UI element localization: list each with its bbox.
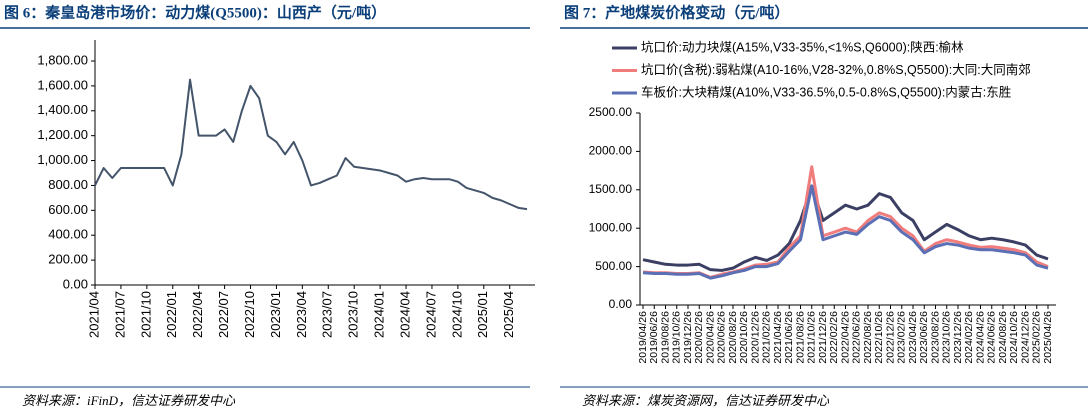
series-line <box>94 78 528 211</box>
x-tick-label: 2023/04/26 <box>907 311 919 364</box>
x-tick-label: 2020/04/26 <box>704 311 716 364</box>
y-tick-label: 2000.00 <box>589 144 633 158</box>
chart-title: 图 6：秦皇岛港市场价：动力煤(Q5500)：山西产（元/吨） <box>4 3 386 21</box>
x-tick-label: 2022/06/26 <box>851 311 863 364</box>
x-tick-label: 2022/07 <box>216 291 231 338</box>
x-tick-label: 2024/10/26 <box>1008 311 1020 364</box>
y-tick-label: 1500.00 <box>589 182 633 196</box>
y-tick-label: 1,200.00 <box>37 127 88 142</box>
x-tick-label: 2020/06/26 <box>716 311 728 364</box>
source: 资料来源：iFinD，信达证券研发中心 <box>22 393 236 408</box>
series-line <box>642 184 1049 280</box>
x-tick-label: 2023/06/26 <box>918 311 930 364</box>
x-tick-label: 2025/04/26 <box>1042 311 1054 364</box>
x-tick-label: 2021/04/26 <box>772 311 784 364</box>
x-tick-label: 2019/08/26 <box>659 311 671 364</box>
x-tick-label: 2021/04 <box>86 291 101 338</box>
x-tick-label: 2020/12/26 <box>749 311 761 364</box>
y-tick-label: 1000.00 <box>589 220 633 234</box>
y-tick-label: 1,800.00 <box>37 52 88 67</box>
y-tick-label: 0.00 <box>63 276 88 291</box>
y-tick-label: 500.00 <box>595 259 632 273</box>
x-tick-label: 2023/07 <box>320 291 335 338</box>
x-tick-label: 2022/12/26 <box>884 311 896 364</box>
x-tick-label: 2024/10 <box>449 291 464 338</box>
x-tick-label: 2025/02/26 <box>1031 311 1043 364</box>
x-tick-label: 2022/04/26 <box>839 311 851 364</box>
x-tick-label: 2024/08/26 <box>997 311 1009 364</box>
x-tick-label: 2024/04/26 <box>974 311 986 364</box>
y-tick-label: 2500.00 <box>589 105 633 119</box>
x-tick-label: 2023/12/26 <box>952 311 964 364</box>
x-tick-label: 2024/02/26 <box>963 311 975 364</box>
chart-title: 图 7：产地煤炭价格变动（元/吨） <box>564 3 789 21</box>
source: 资料来源：煤炭资源网，信达证券研发中心 <box>582 393 830 408</box>
x-tick-label: 2022/08/26 <box>862 311 874 364</box>
series-line <box>642 184 1049 272</box>
x-tick-label: 2022/02/26 <box>828 311 840 364</box>
x-tick-label: 2020/10/26 <box>738 311 750 364</box>
y-tick-label: 1,400.00 <box>37 102 88 117</box>
y-tick-label: 0.00 <box>609 297 633 311</box>
y-tick-label: 800.00 <box>48 177 88 192</box>
x-tick-label: 2021/08/26 <box>794 311 806 364</box>
legend-label: 坑口价(含税):弱粘煤(A10-16%,V28-32%,0.8%S,Q5500)… <box>641 62 1031 77</box>
x-tick-label: 2020/08/26 <box>727 311 739 364</box>
legend-label: 车板价:大块精煤(A10%,V33-36.5%,0.5-0.8%S,Q5500)… <box>641 84 1011 99</box>
x-tick-label: 2019/04/26 <box>637 311 649 364</box>
y-tick-label: 200.00 <box>48 252 88 267</box>
x-tick-label: 2020/02/26 <box>693 311 705 364</box>
x-tick-label: 2024/12/26 <box>1019 311 1031 364</box>
x-tick-label: 2022/04 <box>190 291 205 338</box>
x-tick-label: 2025/04 <box>501 291 516 338</box>
x-tick-label: 2022/10 <box>242 291 257 338</box>
legend-label: 坑口价:动力块煤(A15%,V33-35%,<1%S,Q6000):陕西:榆林 <box>641 39 964 54</box>
x-tick-label: 2019/06/26 <box>648 311 660 364</box>
x-tick-label: 2024/01 <box>372 291 387 338</box>
x-tick-label: 2024/07 <box>423 291 438 338</box>
y-tick-label: 1,600.00 <box>37 77 88 92</box>
x-tick-label: 2022/01 <box>164 291 179 338</box>
x-tick-label: 2023/10 <box>346 291 361 338</box>
x-tick-label: 2023/10/26 <box>941 311 953 364</box>
x-tick-label: 2022/10/26 <box>873 311 885 364</box>
x-tick-label: 2021/02/26 <box>761 311 773 364</box>
x-tick-label: 2025/01 <box>475 291 490 338</box>
x-tick-label: 2023/02/26 <box>896 311 908 364</box>
x-tick-label: 2021/10 <box>138 291 153 338</box>
series-line <box>642 165 1049 279</box>
x-tick-label: 2023/08/26 <box>929 311 941 364</box>
y-tick-label: 400.00 <box>48 227 88 242</box>
x-tick-label: 2021/07 <box>112 291 127 338</box>
y-tick-label: 600.00 <box>48 202 88 217</box>
x-tick-label: 2024/06/26 <box>986 311 998 364</box>
x-tick-label: 2021/06/26 <box>783 311 795 364</box>
x-tick-label: 2021/12/26 <box>817 311 829 364</box>
y-tick-label: 1,000.00 <box>37 152 88 167</box>
x-tick-label: 2019/12/26 <box>682 311 694 364</box>
x-tick-label: 2019/10/26 <box>671 311 683 364</box>
x-tick-label: 2021/10/26 <box>806 311 818 364</box>
x-tick-label: 2023/04 <box>294 291 309 338</box>
x-tick-label: 2024/04 <box>397 291 412 338</box>
x-tick-label: 2023/01 <box>268 291 283 338</box>
